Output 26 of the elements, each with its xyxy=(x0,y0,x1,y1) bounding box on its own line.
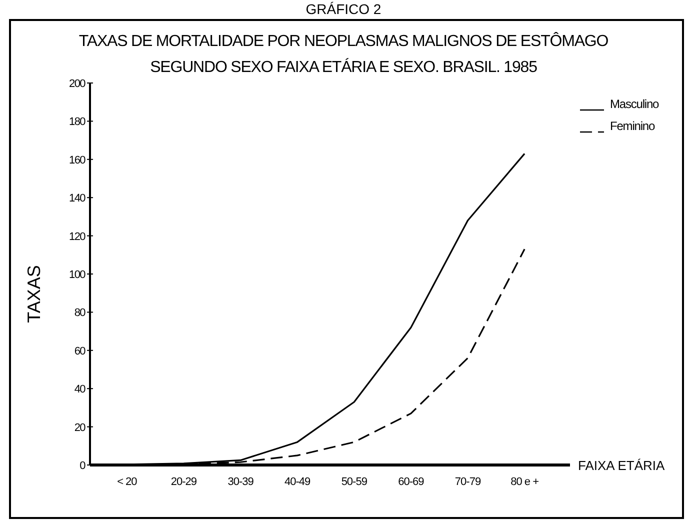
legend-label: Feminino xyxy=(610,119,656,133)
y-tick-label: 0 xyxy=(80,460,86,472)
x-tick-label: 30-39 xyxy=(228,476,254,488)
y-axis-title: TAXAS xyxy=(24,265,44,323)
legend-label: Masculino xyxy=(610,97,660,111)
x-tick-label: 70-79 xyxy=(454,476,481,488)
y-tick-label: 160 xyxy=(69,154,86,166)
y-tick-label: 180 xyxy=(69,116,86,128)
x-tick-label: < 20 xyxy=(117,476,138,488)
y-tick-label: 40 xyxy=(74,384,86,396)
text: GRÁFICO 2 xyxy=(306,1,382,17)
y-tick-label: 80 xyxy=(74,307,86,320)
chart-title: TAXAS DE MORTALIDADE POR NEOPLASMAS MALIGNOS DE ESTÔMAGO xyxy=(78,32,608,50)
chart-subtitle: SEGUNDO SEXO FAIXA ETÁRIA E SEXO. BRASIL. 1985 xyxy=(150,58,538,76)
y-tick-label: 200 xyxy=(69,78,86,90)
x-tick-label: 20-29 xyxy=(170,476,197,488)
y-tick-label: 140 xyxy=(69,192,86,205)
x-axis-title: FAIXA ETÁRIA xyxy=(578,458,666,473)
y-tick-label: 120 xyxy=(69,230,86,243)
x-tick-label: 40-49 xyxy=(284,476,311,488)
y-tick-label: 100 xyxy=(69,269,86,281)
x-tick-label: 80 e + xyxy=(510,476,539,488)
x-tick-label: 50-59 xyxy=(341,476,368,488)
x-tick-label: 60-69 xyxy=(398,476,424,488)
y-tick-label: 60 xyxy=(74,345,86,358)
y-tick-label: 20 xyxy=(74,422,86,434)
